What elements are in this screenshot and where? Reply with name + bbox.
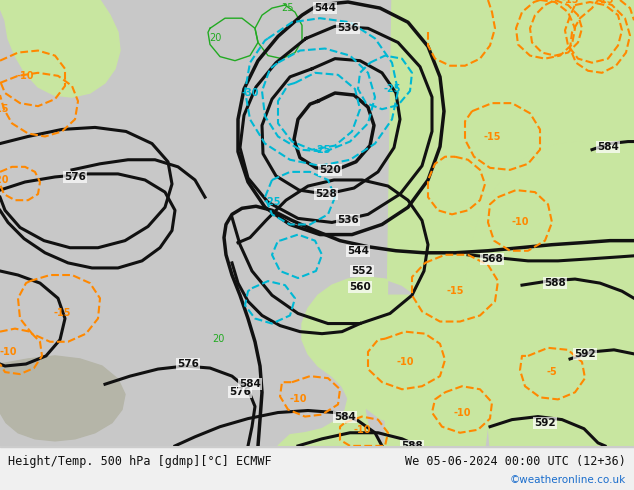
Text: -10: -10	[511, 218, 529, 227]
Text: 544: 544	[314, 3, 336, 13]
Text: -10: -10	[289, 394, 307, 404]
Text: 576: 576	[64, 172, 86, 182]
Text: 536: 536	[337, 24, 359, 33]
Text: 584: 584	[597, 142, 619, 151]
Text: -15: -15	[596, 0, 614, 5]
Text: -30: -30	[242, 88, 259, 98]
Text: 20: 20	[212, 334, 224, 343]
Text: We 05-06-2024 00:00 UTC (12+36): We 05-06-2024 00:00 UTC (12+36)	[405, 455, 626, 468]
Text: -15: -15	[483, 131, 501, 142]
Text: 576: 576	[177, 359, 199, 369]
Text: 544: 544	[347, 246, 369, 256]
Text: -5: -5	[547, 367, 557, 377]
Text: -15: -15	[53, 308, 71, 318]
Text: -15: -15	[0, 104, 9, 114]
Text: 560: 560	[349, 282, 371, 292]
Text: -10: -10	[396, 357, 414, 367]
Text: -15: -15	[446, 286, 463, 296]
Text: 552: 552	[351, 266, 373, 276]
Polygon shape	[330, 295, 484, 427]
Text: -20: -20	[0, 175, 9, 185]
Text: -25: -25	[263, 197, 281, 207]
Text: -10: -10	[0, 347, 16, 357]
Text: 584: 584	[334, 412, 356, 421]
Text: 584: 584	[239, 379, 261, 389]
Text: -10: -10	[353, 425, 371, 435]
Text: 588: 588	[544, 278, 566, 288]
Polygon shape	[0, 0, 120, 97]
Bar	[0, 446, 634, 447]
Text: -10: -10	[16, 71, 34, 81]
Text: 520: 520	[319, 165, 341, 175]
Text: 576: 576	[229, 387, 251, 397]
Polygon shape	[278, 0, 634, 446]
Polygon shape	[0, 356, 125, 441]
Text: 592: 592	[534, 417, 556, 428]
Text: 592: 592	[574, 349, 596, 359]
Text: -10: -10	[453, 408, 471, 417]
Text: Height/Temp. 500 hPa [gdmp][°C] ECMWF: Height/Temp. 500 hPa [gdmp][°C] ECMWF	[8, 455, 271, 468]
Text: 588: 588	[401, 441, 423, 451]
Text: -15: -15	[561, 0, 579, 5]
Text: 20: 20	[209, 33, 221, 44]
Text: 536: 536	[337, 216, 359, 225]
Text: -25: -25	[383, 84, 401, 94]
Text: 25: 25	[281, 3, 294, 13]
Text: -25: -25	[313, 145, 331, 155]
Text: 528: 528	[315, 189, 337, 199]
Text: ©weatheronline.co.uk: ©weatheronline.co.uk	[510, 475, 626, 485]
Text: 568: 568	[481, 254, 503, 264]
Polygon shape	[466, 0, 634, 446]
